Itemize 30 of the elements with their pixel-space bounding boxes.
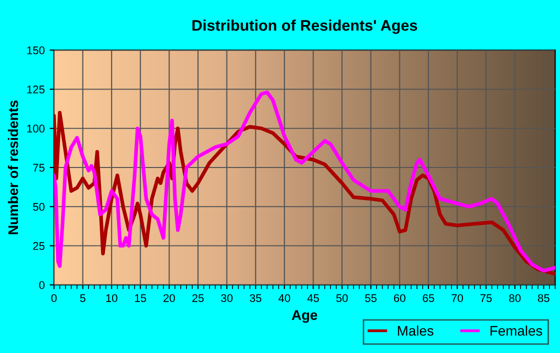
x-tick-label: 40: [278, 294, 290, 302]
x-tick-label: 80: [509, 294, 521, 302]
chart-title: Distribution of Residents' Ages: [192, 20, 418, 34]
y-tick-label: 150: [27, 46, 45, 54]
y-axis-title: Number of residents: [8, 100, 18, 234]
x-tick-label: 50: [336, 294, 348, 302]
y-tick-label: 100: [27, 124, 45, 133]
x-tick-label: 70: [452, 294, 463, 302]
x-tick-label: 35: [250, 294, 262, 302]
x-tick-label: 10: [106, 294, 118, 302]
y-tick-label: 0: [39, 281, 45, 290]
y-tick-label: 75: [33, 164, 44, 172]
x-tick-label: 55: [365, 294, 377, 302]
y-tick-label: 25: [33, 242, 44, 250]
x-tick-label: 45: [307, 294, 319, 302]
x-axis-title: Age: [292, 310, 318, 323]
x-tick-label: 25: [192, 294, 204, 302]
x-tick-label: 60: [394, 294, 406, 302]
y-tick-label: 50: [33, 202, 45, 211]
x-tick-label: 30: [221, 294, 233, 302]
x-tick-label: 85: [538, 294, 550, 302]
x-tick-label: 20: [164, 294, 175, 302]
x-tick-label: 15: [135, 294, 146, 302]
x-tick-label: 65: [422, 294, 434, 302]
x-tick-label: 5: [80, 294, 86, 302]
x-tick-label: 75: [480, 294, 492, 302]
legend-label: Females: [490, 326, 542, 336]
x-tick-label: 0: [51, 294, 57, 302]
legend-label: Males: [398, 326, 434, 336]
y-tick-label: 125: [27, 86, 44, 94]
